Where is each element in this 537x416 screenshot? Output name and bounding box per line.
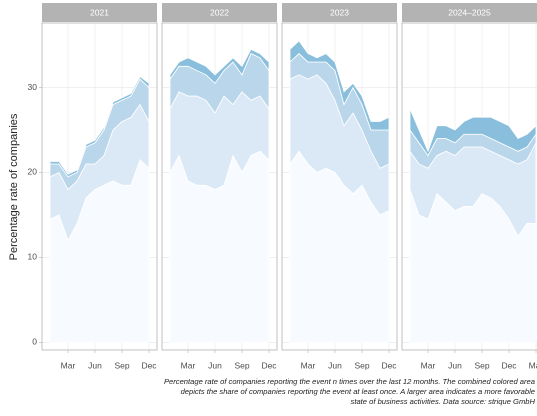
facet-title: 2023: [330, 7, 349, 17]
x-tick-label: Mar: [421, 360, 436, 370]
x-tick-label: Sep: [114, 360, 129, 370]
facet-title: 2024–2025: [448, 7, 491, 17]
x-tick-label: Jun: [88, 360, 102, 370]
caption: state of business activities. Data sourc…: [351, 397, 536, 406]
area: [169, 48, 270, 84]
x-tick-label: Jun: [208, 360, 222, 370]
panel-border: [161, 22, 278, 351]
panel-border: [41, 22, 158, 351]
x-tick-label: Dec: [261, 360, 277, 370]
area: [409, 108, 537, 157]
x-tick-label: Jun: [448, 360, 462, 370]
y-tick-label: 10: [28, 252, 38, 262]
x-tick-label: Jun: [328, 360, 342, 370]
facet-strip: [282, 3, 397, 22]
x-tick-label: Mar: [301, 360, 316, 370]
x-tick-label: Mar: [529, 360, 537, 370]
panel-border: [281, 22, 398, 351]
facet-strip: [402, 3, 537, 22]
y-axis-label: Percentage rate of companies: [8, 113, 20, 260]
area: [289, 40, 390, 131]
caption: depicts the share of companies reporting…: [181, 387, 535, 396]
x-tick-label: Sep: [234, 360, 249, 370]
x-tick-label: Dec: [141, 360, 157, 370]
y-tick-label: 20: [28, 167, 38, 177]
x-tick-label: Mar: [181, 360, 196, 370]
facet-title: 2022: [210, 7, 229, 17]
y-tick-label: 30: [28, 82, 38, 92]
panel-border: [401, 22, 537, 351]
facet-title: 2021: [90, 7, 109, 17]
x-tick-label: Dec: [501, 360, 517, 370]
facet-strip: [42, 3, 157, 22]
x-tick-label: Dec: [381, 360, 397, 370]
x-tick-label: Sep: [474, 360, 489, 370]
facet-strip: [162, 3, 277, 22]
caption: Percentage rate of companies reporting t…: [164, 377, 535, 386]
x-tick-label: Sep: [354, 360, 369, 370]
area: [49, 75, 150, 178]
y-tick-label: 0: [32, 337, 37, 347]
x-tick-label: Mar: [61, 360, 76, 370]
